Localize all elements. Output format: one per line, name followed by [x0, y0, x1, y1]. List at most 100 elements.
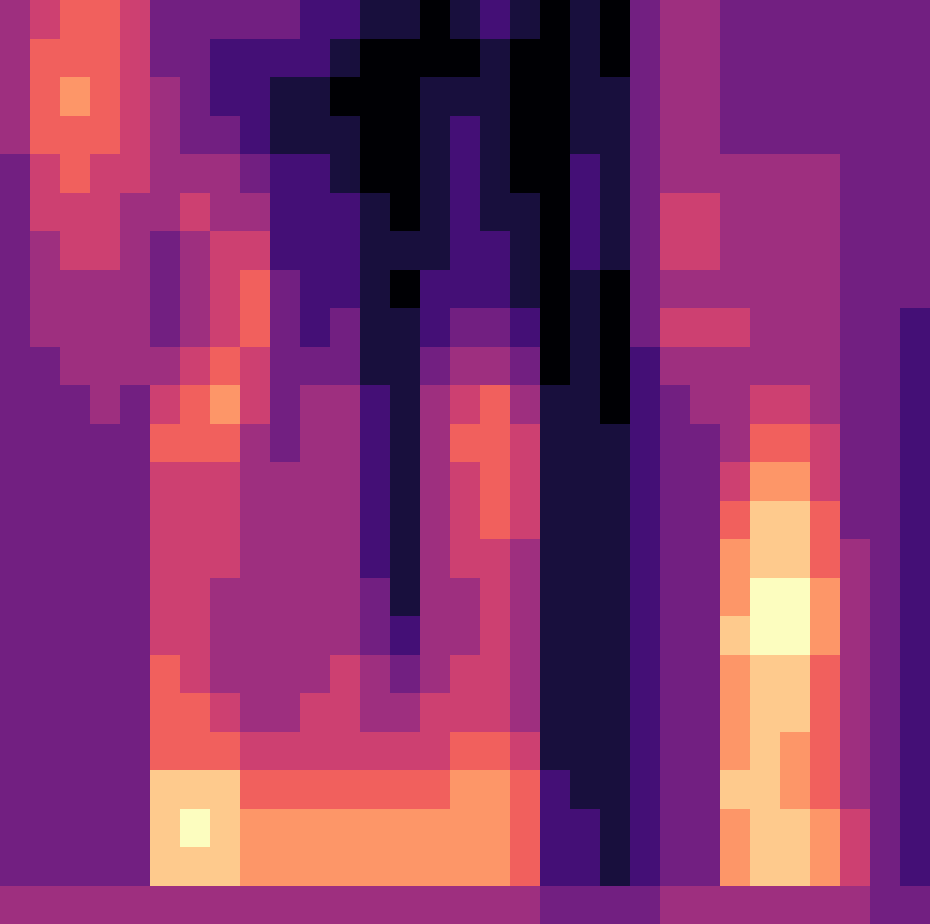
- cell: [210, 424, 241, 463]
- cell: [330, 231, 361, 270]
- cell: [420, 154, 451, 193]
- cell: [780, 77, 811, 116]
- cell: [780, 847, 811, 886]
- cell: [390, 886, 421, 924]
- cell: [540, 539, 571, 578]
- cell: [270, 424, 301, 463]
- cell: [210, 539, 241, 578]
- cell: [570, 770, 601, 809]
- cell: [150, 0, 181, 39]
- cell: [120, 462, 151, 501]
- cell: [60, 231, 91, 270]
- cell: [780, 809, 811, 848]
- cell: [540, 385, 571, 424]
- cell: [120, 193, 151, 232]
- cell: [60, 385, 91, 424]
- cell: [150, 193, 181, 232]
- cell: [900, 616, 930, 655]
- cell: [0, 116, 31, 155]
- cell: [420, 501, 451, 540]
- cell: [570, 809, 601, 848]
- cell: [30, 732, 61, 771]
- cell: [450, 270, 481, 309]
- cell: [150, 655, 181, 694]
- cell: [210, 154, 241, 193]
- cell: [390, 847, 421, 886]
- cell: [180, 847, 211, 886]
- cell: [0, 886, 31, 924]
- cell: [390, 732, 421, 771]
- cell: [270, 39, 301, 78]
- cell: [840, 770, 871, 809]
- cell: [750, 693, 781, 732]
- cell: [120, 501, 151, 540]
- cell: [630, 770, 661, 809]
- cell: [270, 693, 301, 732]
- cell: [870, 116, 901, 155]
- cell: [660, 270, 691, 309]
- cell: [180, 77, 211, 116]
- cell: [150, 809, 181, 848]
- cell: [540, 308, 571, 347]
- cell: [30, 77, 61, 116]
- cell: [180, 886, 211, 924]
- cell: [750, 308, 781, 347]
- cell: [900, 655, 930, 694]
- cell: [690, 231, 721, 270]
- cell: [510, 385, 541, 424]
- cell: [870, 347, 901, 386]
- cell: [900, 732, 930, 771]
- cell: [390, 809, 421, 848]
- cell: [450, 732, 481, 771]
- cell: [330, 770, 361, 809]
- cell: [630, 347, 661, 386]
- cell: [90, 116, 121, 155]
- cell: [480, 308, 511, 347]
- cell: [120, 39, 151, 78]
- cell: [270, 578, 301, 617]
- cell: [0, 347, 31, 386]
- cell: [360, 270, 391, 309]
- cell: [150, 385, 181, 424]
- cell: [0, 809, 31, 848]
- cell: [900, 77, 930, 116]
- cell: [600, 655, 631, 694]
- cell: [150, 424, 181, 463]
- cell: [660, 116, 691, 155]
- cell: [240, 270, 271, 309]
- cell: [780, 270, 811, 309]
- cell: [330, 501, 361, 540]
- cell: [690, 693, 721, 732]
- cell: [330, 347, 361, 386]
- cell: [420, 539, 451, 578]
- cell: [120, 578, 151, 617]
- cell: [750, 539, 781, 578]
- cell: [540, 231, 571, 270]
- cell: [0, 385, 31, 424]
- cell: [780, 0, 811, 39]
- cell: [480, 655, 511, 694]
- cell: [180, 501, 211, 540]
- cell: [240, 385, 271, 424]
- cell: [900, 462, 930, 501]
- cell: [210, 501, 241, 540]
- cell: [540, 616, 571, 655]
- cell: [570, 501, 601, 540]
- cell: [630, 732, 661, 771]
- cell: [30, 231, 61, 270]
- cell: [780, 39, 811, 78]
- cell: [60, 347, 91, 386]
- cells: [0, 0, 930, 924]
- cell: [690, 578, 721, 617]
- cell: [630, 0, 661, 39]
- cell: [0, 39, 31, 78]
- cell: [840, 578, 871, 617]
- cell: [510, 116, 541, 155]
- cell: [270, 347, 301, 386]
- cell: [660, 578, 691, 617]
- cell: [180, 616, 211, 655]
- cell: [720, 231, 751, 270]
- cell: [0, 847, 31, 886]
- cell: [150, 347, 181, 386]
- cell: [540, 270, 571, 309]
